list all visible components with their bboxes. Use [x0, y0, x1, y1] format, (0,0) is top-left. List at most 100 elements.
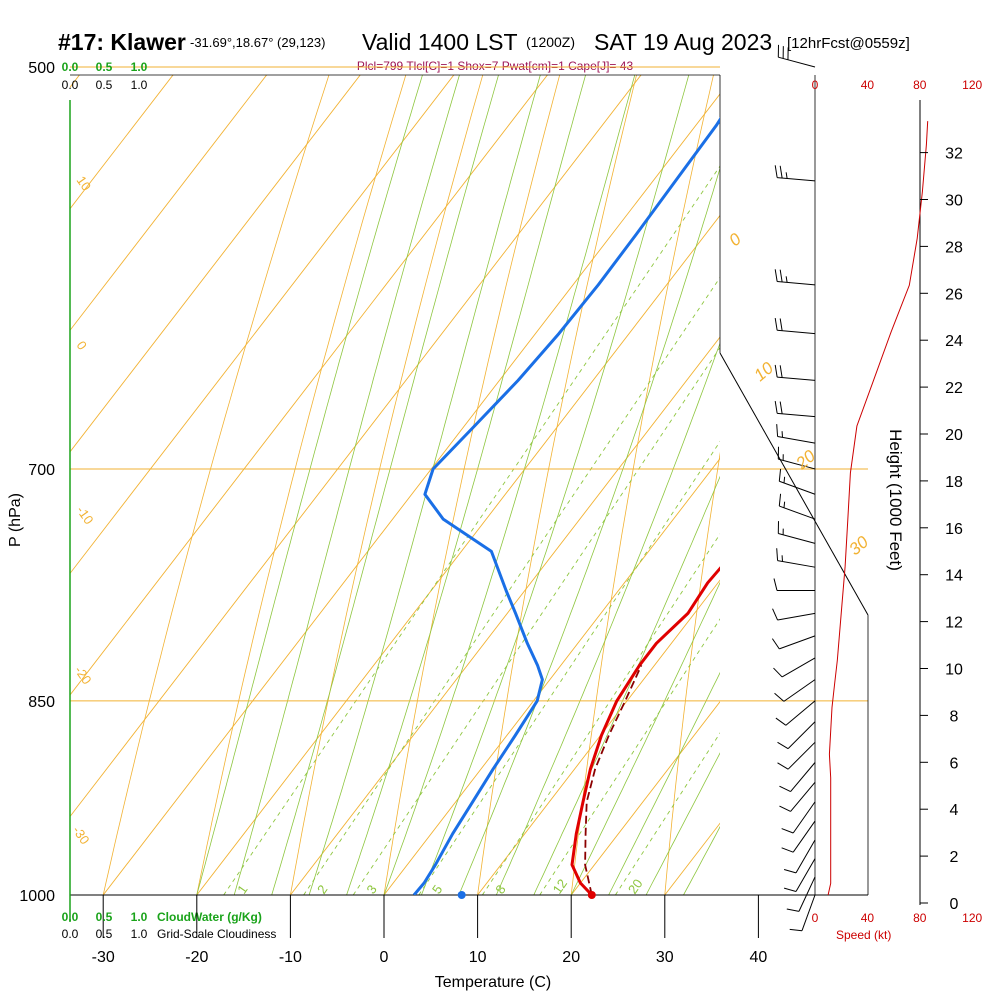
wind-barb [776, 548, 816, 568]
mixing-ratio-line [418, 440, 720, 895]
wind-barb-staff [778, 56, 816, 68]
wind-barb [783, 839, 816, 874]
height-tick-label: 12 [945, 615, 963, 632]
wind-barb-staff [779, 505, 816, 520]
speed-tick-label-top: 40 [861, 78, 875, 92]
wind-barb-staff [777, 612, 816, 621]
moist-adiabat-line [570, 581, 720, 895]
height-tick-label: 0 [950, 896, 959, 913]
wind-barb-flag [779, 318, 783, 331]
cloudiness-label: Grid-Scale Cloudiness [157, 927, 276, 941]
mixing-ratio-label: 20 [625, 876, 646, 896]
x-tick-label: -20 [185, 949, 208, 966]
valid-time: Valid 1400 LST [362, 29, 518, 55]
wind-barb-flag [777, 762, 789, 770]
wind-barb-staff [795, 858, 816, 892]
wind-barb-flag [786, 908, 800, 912]
wind-barb [773, 657, 816, 678]
wind-barb-staff [777, 435, 816, 444]
cloudwater-scale-top: 0.5 [96, 60, 113, 74]
x-tick-label: 20 [562, 949, 580, 966]
isotherm-line [70, 75, 642, 818]
moist-adiabat-line [233, 75, 460, 895]
isotherm-line [477, 579, 720, 895]
adiabat-label: 30 [845, 532, 872, 559]
wind-barb-flag [789, 928, 803, 932]
wind-barb [777, 446, 816, 470]
wind-barb-staff [790, 782, 816, 812]
wind-barb-flag [781, 828, 794, 834]
isotherm-line [70, 75, 548, 696]
cloudiness-scale-bottom: 0.0 [62, 927, 79, 941]
station-title: #17: Klawer [58, 29, 186, 55]
mixing-ratio-line [539, 618, 720, 895]
wind-barb-staff [777, 177, 816, 182]
dry-adiabat-line [570, 75, 714, 895]
wind-barb-staff [792, 820, 816, 853]
temperature-line [570, 566, 720, 895]
wind-barb [779, 762, 816, 793]
wind-barb-half-flag [785, 276, 788, 283]
wind-barb-staff [778, 458, 816, 470]
height-tick-label: 6 [950, 755, 959, 772]
height-tick-label: 28 [945, 239, 963, 256]
parcel-line [584, 664, 643, 895]
pressure-tick-label: 1000 [19, 888, 55, 905]
height-tick-label: 26 [945, 286, 963, 303]
height-tick-label: 22 [945, 380, 963, 397]
moist-adiabat-line [458, 166, 720, 895]
isotherm-label: 10 [74, 173, 95, 193]
wind-barb-staff [790, 762, 816, 792]
wind-barb-flag [776, 424, 779, 437]
valid-date: SAT 19 Aug 2023 [594, 29, 772, 55]
wind-barb [774, 269, 816, 286]
speed-tick-label-bottom: 40 [861, 911, 875, 925]
wind-barb-flag [778, 493, 782, 507]
isotherm-label: -10 [74, 503, 97, 527]
isotherm-label: -20 [72, 663, 95, 687]
speed-tick-label-bottom: 80 [913, 911, 927, 925]
mixing-ratio-label: 12 [550, 876, 571, 896]
dry-adiabat-line [196, 75, 407, 895]
height-tick-label: 18 [945, 474, 963, 491]
wind-barb-flag [779, 785, 791, 793]
wind-barb-flag [779, 401, 783, 414]
speed-tick-label-top: 120 [962, 78, 982, 92]
dry-adiabat-line [102, 75, 330, 895]
wind-barb [773, 578, 815, 592]
cloudwater-label: CloudWater (g/Kg) [157, 910, 262, 924]
wind-barb [781, 820, 816, 853]
cloudwater-scale-bottom: 0.0 [62, 910, 79, 924]
isotherm-line [70, 75, 174, 210]
moist-adiabat-line [645, 752, 720, 895]
wind-barb-staff [787, 741, 816, 770]
x-tick-label: 10 [469, 949, 487, 966]
chart-header: #17: Klawer -31.69°,18.67° (29,123) Vali… [58, 29, 910, 73]
mixing-ratio-line [482, 533, 720, 895]
dry-adiabat-line [477, 75, 637, 895]
pressure-tick-label: 850 [28, 694, 55, 711]
wind-barb [774, 679, 816, 702]
moist-adiabat-line [495, 342, 720, 895]
wind-barb-staff [787, 721, 816, 749]
moist-adiabat-line [533, 475, 720, 895]
surface-temperature-dot [587, 891, 596, 899]
moist-adiabat-line [346, 75, 586, 895]
height-tick-label: 20 [945, 427, 963, 444]
wind-barb-flag [774, 269, 778, 282]
adiabat-label: 0 [725, 229, 745, 250]
mixing-ratio-line [223, 165, 720, 895]
wind-barb [774, 401, 816, 418]
forecast-info: [12hrFcst@0559z] [787, 35, 910, 52]
isotherm-line [289, 336, 720, 895]
wind-barb-flag [783, 869, 797, 874]
wind-barb-flag [779, 269, 783, 283]
wind-barb-half-flag [783, 476, 786, 484]
mixing-ratio-label: 2 [314, 882, 330, 897]
moist-adiabat-line [271, 75, 499, 895]
axis-ticks: -30 -20 -10 0 10 20 30 400246810121416182022242… [62, 60, 983, 966]
wind-barb [779, 782, 816, 812]
speed-tick-label-bottom: 0 [812, 911, 819, 925]
cloudiness-scale-top: 0.5 [96, 78, 113, 92]
wind-barb-staff [778, 533, 816, 544]
